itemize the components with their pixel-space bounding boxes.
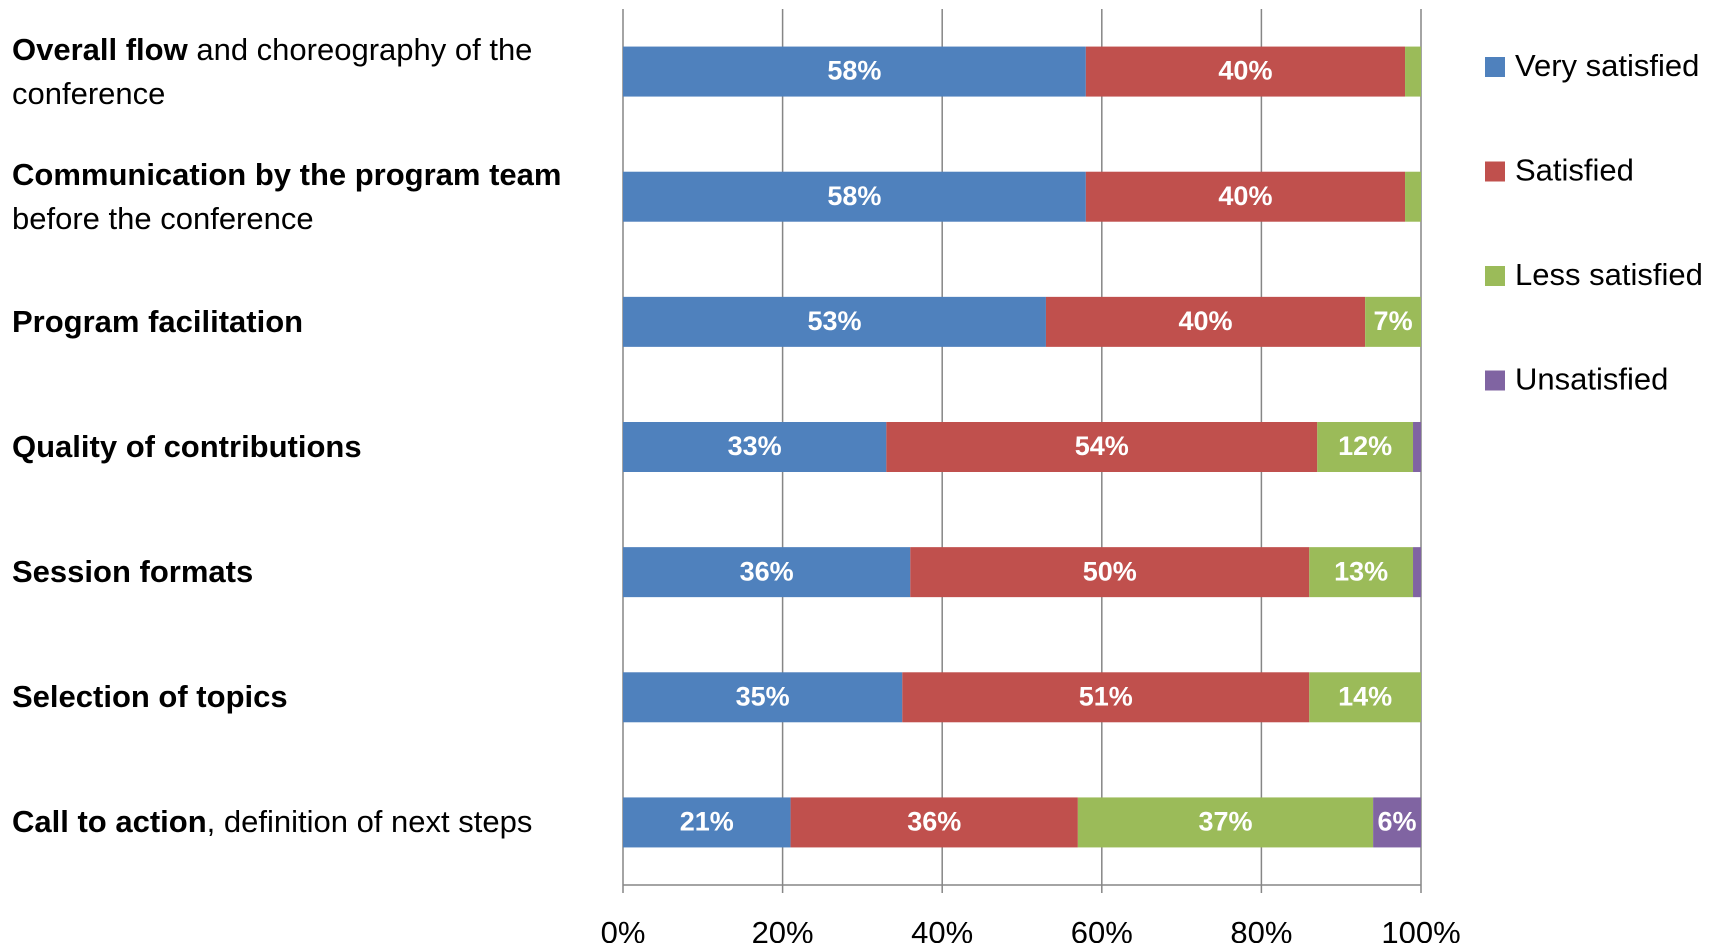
category-bold: Quality of contributions (12, 428, 362, 464)
data-label: 7% (1374, 306, 1413, 336)
bar-segment (910, 547, 1310, 598)
bar-segment (1077, 797, 1374, 848)
data-label: 58% (827, 56, 881, 86)
x-tick-label: 80% (1230, 915, 1292, 943)
category-bold: Communication by the program team (12, 156, 562, 192)
bar-segment (623, 46, 1086, 97)
category-bold: Overall flow (12, 31, 188, 67)
x-tick-label: 40% (911, 915, 973, 943)
bar-segment (623, 422, 887, 472)
category-label: Overall flow and choreography of the con… (12, 9, 612, 134)
category-text: Communication by the program team before… (12, 153, 612, 241)
category-text: Overall flow and choreography of the con… (12, 28, 612, 116)
legend-label: Very satisfied (1515, 48, 1699, 83)
category-label: Selection of topics (12, 635, 612, 760)
data-label: 36% (740, 556, 794, 586)
data-label: 53% (807, 306, 861, 336)
category-text: Program facilitation (12, 300, 303, 344)
bar-segment (1373, 797, 1421, 848)
data-label: 14% (1338, 681, 1392, 711)
data-label: 13% (1334, 556, 1388, 586)
legend-swatch (1485, 161, 1505, 182)
bar-segment (1405, 171, 1421, 222)
data-label: 37% (1198, 807, 1252, 837)
x-tick-label: 20% (752, 915, 814, 943)
bar-segment (790, 797, 1078, 848)
data-label: 50% (1083, 556, 1137, 586)
bar-segment (623, 797, 791, 848)
bar-segment (623, 171, 1086, 222)
bar-segment (1365, 296, 1421, 347)
bar-segment (1045, 296, 1366, 347)
data-label: 12% (1338, 431, 1392, 461)
category-bold: Program facilitation (12, 303, 304, 339)
data-label: 35% (736, 681, 790, 711)
x-tick-label: 100% (1381, 915, 1460, 943)
bar-segment (623, 547, 911, 598)
bar-segment (1309, 547, 1414, 598)
bar-segment (1413, 547, 1421, 598)
bar-segment (1317, 422, 1414, 472)
legend-label: Unsatisfied (1515, 362, 1668, 397)
bar-segment (623, 672, 903, 723)
bar-segment (1405, 46, 1421, 97)
category-text: Call to action, definition of next steps (12, 800, 532, 844)
data-label: 51% (1079, 681, 1133, 711)
category-text: Quality of contributions (12, 425, 362, 469)
category-label: Program facilitation (12, 259, 612, 384)
legend-label: Less satisfied (1515, 257, 1703, 292)
legend-swatch (1485, 370, 1505, 391)
category-label: Quality of contributions (12, 384, 612, 509)
bar-segment (1085, 171, 1406, 222)
x-tick-label: 0% (601, 915, 646, 943)
x-tick-label: 60% (1071, 915, 1133, 943)
data-label: 40% (1218, 181, 1272, 211)
data-label: 6% (1378, 807, 1417, 837)
category-bold: Call to action (12, 804, 207, 840)
data-label: 33% (728, 431, 782, 461)
bar-segment (1309, 672, 1421, 723)
category-text: Selection of topics (12, 675, 288, 719)
bar-segment (623, 296, 1046, 347)
category-bold: Selection of topics (12, 679, 288, 715)
bar-segment (1413, 422, 1421, 472)
category-rest: before the conference (12, 200, 314, 236)
bar-segment (1085, 46, 1406, 97)
legend-label: Satisfied (1515, 153, 1634, 188)
category-rest: and choreography of the conference (12, 31, 533, 111)
data-label: 36% (907, 807, 961, 837)
category-label: Call to action, definition of next steps (12, 760, 612, 885)
category-text: Session formats (12, 550, 253, 594)
category-rest: , definition of next steps (206, 804, 533, 840)
data-label: 21% (680, 807, 734, 837)
bar-segment (886, 422, 1318, 472)
data-label: 40% (1179, 306, 1233, 336)
legend-swatch (1485, 266, 1505, 286)
data-label: 58% (827, 181, 881, 211)
bar-segment (902, 672, 1310, 723)
data-label: 54% (1075, 431, 1129, 461)
category-label: Session formats (12, 510, 612, 635)
legend-swatch (1485, 57, 1505, 77)
category-label: Communication by the program team before… (12, 134, 612, 259)
data-label: 40% (1218, 56, 1272, 86)
category-bold: Session formats (12, 554, 254, 590)
